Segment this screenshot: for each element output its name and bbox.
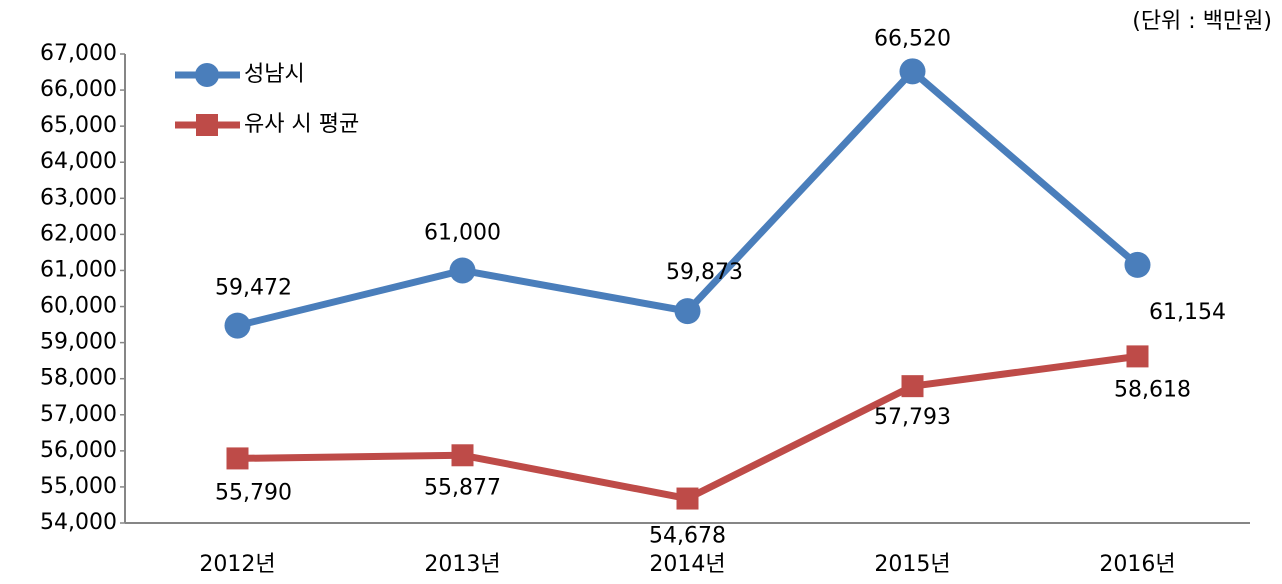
y-tick-label: 55,000 bbox=[40, 474, 117, 499]
y-tick-label: 54,000 bbox=[40, 510, 117, 535]
value-label: 61,154 bbox=[1149, 300, 1226, 325]
series-line bbox=[236, 67, 1140, 329]
y-tick-label: 59,000 bbox=[40, 330, 117, 355]
y-tick-label: 65,000 bbox=[40, 113, 117, 138]
x-tick-label: 2014년 bbox=[649, 552, 725, 577]
y-tick-label: 67,000 bbox=[40, 41, 117, 66]
marker bbox=[674, 298, 701, 325]
y-tick-label: 66,000 bbox=[40, 77, 117, 102]
x-tick-label: 2015년 bbox=[874, 552, 950, 577]
y-tick-label: 56,000 bbox=[40, 438, 117, 463]
marker bbox=[226, 447, 249, 470]
marker bbox=[1124, 251, 1151, 278]
marker bbox=[451, 444, 474, 467]
legend-marker bbox=[195, 63, 219, 87]
marker bbox=[676, 487, 699, 510]
y-tick-label: 58,000 bbox=[40, 366, 117, 391]
x-tick-label: 2016년 bbox=[1099, 552, 1175, 577]
value-label: 58,618 bbox=[1114, 377, 1191, 402]
y-tick-label: 62,000 bbox=[40, 221, 117, 246]
value-label: 66,520 bbox=[874, 26, 951, 51]
y-tick-label: 60,000 bbox=[40, 294, 117, 319]
marker bbox=[899, 58, 926, 85]
x-tick-label: 2012년 bbox=[199, 552, 275, 577]
marker bbox=[901, 375, 924, 398]
marker bbox=[224, 312, 251, 339]
value-label: 61,000 bbox=[424, 220, 501, 245]
value-label: 59,873 bbox=[666, 260, 743, 285]
value-label: 57,793 bbox=[874, 405, 951, 430]
unit-annotation: (단위 : 백만원) bbox=[1132, 9, 1272, 34]
value-label: 55,790 bbox=[215, 480, 292, 505]
y-tick-label: 63,000 bbox=[40, 185, 117, 210]
legend-label: 성남시 bbox=[244, 62, 305, 87]
value-label: 55,877 bbox=[424, 475, 501, 500]
marker bbox=[449, 257, 476, 284]
value-label: 54,678 bbox=[649, 524, 726, 549]
series-line bbox=[237, 352, 1138, 503]
y-tick-label: 61,000 bbox=[40, 257, 117, 282]
legend-marker bbox=[196, 114, 218, 136]
value-label: 59,472 bbox=[215, 276, 292, 301]
y-tick-label: 57,000 bbox=[40, 402, 117, 427]
x-tick-label: 2013년 bbox=[424, 552, 500, 577]
marker bbox=[1126, 345, 1149, 368]
legend-label: 유사 시 평균 bbox=[244, 112, 359, 137]
y-tick-label: 64,000 bbox=[40, 149, 117, 174]
